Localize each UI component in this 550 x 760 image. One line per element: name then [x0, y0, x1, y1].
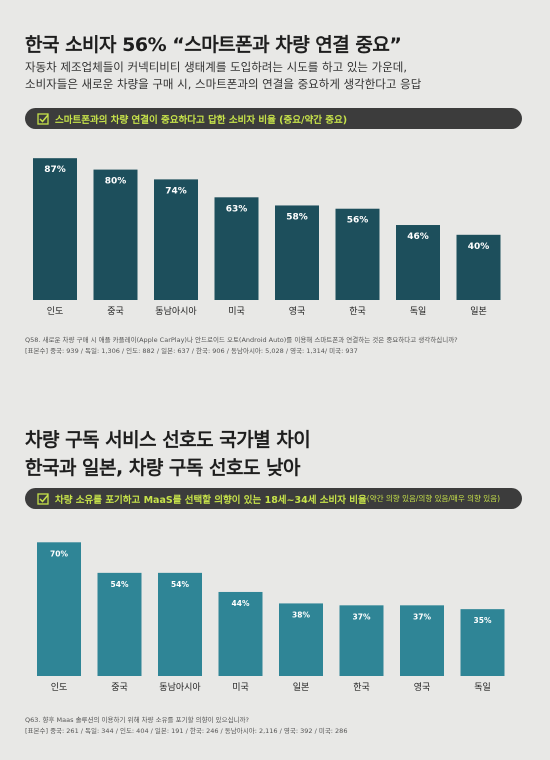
checkbox-icon	[37, 492, 49, 505]
value-label: 54%	[171, 580, 189, 589]
bar-3	[158, 572, 202, 676]
checkbox-icon	[37, 112, 49, 125]
category-label: 독일	[410, 306, 427, 317]
value-label: 46%	[407, 232, 429, 242]
category-label: 영국	[289, 306, 306, 317]
section2-title-line2: 한국과 일본, 차량 구독 선호도 낮아	[25, 457, 301, 479]
category-label: 일본	[293, 682, 310, 693]
bar-5	[279, 603, 323, 676]
section1-subtitle-line2: 소비자들은 새로운 차량을 구매 시, 스마트폰과의 연결을 중요하게 생각한다…	[25, 77, 422, 91]
chart2-caption-pill: 차량 소유를 포기하고 MaaS를 선택할 의향이 있는 18세~34세 소비자…	[25, 488, 522, 509]
bar-1	[37, 542, 81, 676]
category-label: 일본	[470, 306, 487, 317]
category-label: 한국	[353, 682, 370, 693]
bar-7	[396, 225, 440, 300]
chart2-caption-small: (약간 의향 있음/의향 있음/매우 의향 있음)	[366, 494, 501, 503]
category-label: 동남아시아	[159, 682, 201, 693]
chart2-sample-note: [표본수] 중국: 261 / 독일: 344 / 인도: 404 / 일본: …	[25, 727, 348, 735]
value-label: 35%	[474, 616, 492, 625]
bar-8	[460, 609, 505, 676]
category-label: 인도	[51, 682, 68, 693]
bar-3	[154, 179, 198, 300]
category-label: 미국	[232, 682, 249, 693]
category-label: 동남아시아	[155, 306, 197, 317]
value-label: 56%	[347, 216, 369, 226]
bar-6	[339, 605, 384, 676]
section1-subtitle-line1: 자동차 제조업체들이 커넥티비티 생태계를 도입하려는 시도를 하고 있는 가운…	[25, 60, 408, 74]
bar-8	[456, 234, 501, 300]
bar-1	[33, 158, 77, 300]
chart1-caption-pill: 스마트폰과의 차량 연결이 중요하다고 답한 소비자 비율 (중요/약간 중요)	[25, 108, 522, 129]
chart2-caption-text: 차량 소유를 포기하고 MaaS를 선택할 의향이 있는 18세~34세 소비자…	[55, 494, 367, 506]
value-label: 54%	[111, 580, 129, 589]
chart1: 87% 인도 80% 중국 74% 동남아시아 63% 미국 58% 영국 56% 한국 46% 독일 40…	[33, 158, 501, 317]
bar-2	[93, 169, 138, 300]
bar-6	[335, 208, 380, 300]
chart2-question-note: Q63. 향후 Maas 솔루션의 이용하기 위해 차량 소유를 포기할 의향이…	[25, 716, 249, 724]
value-label: 70%	[50, 549, 68, 558]
category-label: 중국	[111, 682, 128, 693]
value-label: 80%	[105, 177, 127, 187]
category-label: 영국	[414, 682, 431, 693]
bar-7	[400, 605, 444, 676]
section1-title: 한국 소비자 56% “스마트폰과 차량 연결 중요”	[25, 34, 402, 56]
chart1-caption-text: 스마트폰과의 차량 연결이 중요하다고 답한 소비자 비율 (중요/약간 중요)	[55, 114, 348, 126]
chart2: 70% 인도 54% 중국 54% 동남아시아 44% 미국 38% 일본 37% 한국 37% 영국 35…	[37, 542, 505, 693]
category-label: 한국	[349, 306, 366, 317]
value-label: 58%	[286, 212, 308, 222]
value-label: 44%	[232, 599, 250, 608]
bar-2	[97, 572, 142, 676]
value-label: 40%	[468, 242, 490, 252]
bar-4	[218, 591, 263, 676]
chart1-sample-note: [표본수] 중국: 939 / 독일: 1,306 / 인도: 882 / 일본…	[25, 347, 358, 355]
value-label: 37%	[353, 612, 371, 621]
value-label: 87%	[44, 165, 66, 175]
value-label: 38%	[292, 610, 310, 619]
value-label: 63%	[226, 204, 248, 214]
value-label: 74%	[165, 186, 187, 196]
value-label: 37%	[413, 612, 431, 621]
bar-4	[214, 197, 259, 300]
category-label: 중국	[107, 306, 124, 317]
chart1-question-note: Q58. 새로운 차량 구매 시 애플 카플레이(Apple CarPlay)나…	[25, 336, 458, 344]
category-label: 독일	[474, 682, 491, 693]
bar-5	[275, 205, 319, 300]
section2-title-line1: 차량 구독 서비스 선호도 국가별 차이	[25, 429, 311, 451]
category-label: 미국	[228, 306, 245, 317]
category-label: 인도	[47, 306, 64, 317]
